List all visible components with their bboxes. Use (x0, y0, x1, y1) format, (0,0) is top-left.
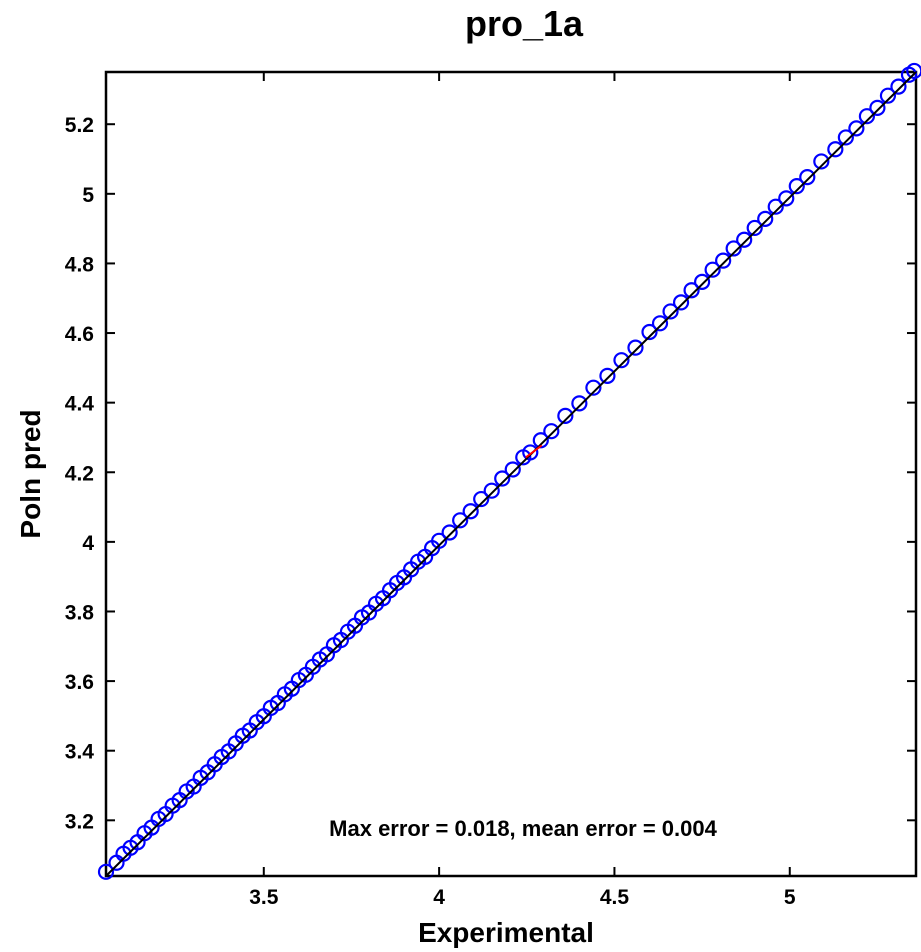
data-point (736, 231, 753, 248)
highlight-mark (525, 444, 543, 459)
data-point (494, 470, 511, 487)
data-point (869, 99, 886, 116)
y-tick-label: 5 (82, 184, 94, 207)
data-point (848, 120, 865, 137)
x-axis-label: Experimental (418, 917, 594, 948)
data-point (462, 503, 479, 520)
y-tick-label: 5.2 (65, 114, 94, 137)
reference-line (105, 71, 917, 877)
y-tick-label: 3.6 (65, 671, 94, 694)
data-point (694, 273, 711, 290)
data-point (827, 141, 844, 158)
data-point (641, 323, 658, 341)
data-point (746, 219, 763, 237)
data-point (715, 252, 732, 269)
data-point (906, 62, 921, 80)
data-point (431, 532, 448, 549)
data-point (767, 198, 784, 215)
y-tick-label: 3.4 (65, 741, 95, 764)
data-point (788, 178, 805, 195)
data-point (813, 153, 830, 170)
data-point (585, 379, 602, 396)
data-point (613, 352, 630, 369)
y-tick-label: 4.4 (65, 393, 95, 416)
data-point (557, 407, 574, 424)
data-point (452, 512, 469, 529)
data-point (837, 129, 854, 146)
x-tick-label: 5 (784, 886, 796, 909)
data-point (97, 863, 115, 880)
plot-area (97, 62, 921, 880)
x-tick-label: 4 (433, 886, 445, 909)
data-point (571, 395, 588, 412)
data-point (483, 482, 500, 499)
x-axis-ticks: 3.5 4 4.5 5 (249, 72, 796, 909)
y-tick-label: 4.6 (65, 323, 94, 346)
data-point (599, 367, 616, 384)
y-axis-label: Poln pred (15, 409, 46, 538)
data-point (683, 282, 700, 299)
x-tick-label: 4.5 (600, 886, 630, 909)
data-point (662, 303, 679, 320)
data-point (890, 78, 907, 95)
annotation-text: Max error = 0.018, mean error = 0.004 (329, 816, 717, 841)
x-tick-label: 3.5 (249, 886, 279, 909)
y-tick-label: 4.2 (65, 462, 94, 485)
data-point (704, 261, 721, 278)
data-point (627, 339, 644, 356)
chart-title: pro_1a (465, 3, 584, 44)
data-point (799, 169, 816, 186)
data-point (441, 524, 458, 541)
data-point (858, 108, 876, 125)
data-points (97, 62, 921, 880)
data-point (757, 210, 774, 227)
data-point (504, 461, 521, 478)
y-tick-label: 3.8 (65, 601, 95, 624)
data-point (522, 444, 539, 461)
y-tick-label: 4 (82, 532, 94, 555)
data-point (725, 240, 742, 257)
data-point (543, 423, 560, 440)
data-point (651, 315, 669, 332)
data-point (672, 294, 690, 311)
data-point (473, 490, 490, 508)
data-point (778, 190, 795, 207)
data-point (879, 87, 897, 104)
y-tick-label: 3.2 (65, 810, 94, 833)
y-tick-label: 4.8 (65, 253, 95, 276)
y-axis-ticks: 3.2 3.4 3.6 3.8 4 4.2 4.4 4.6 4.8 5 5.2 (65, 114, 916, 833)
